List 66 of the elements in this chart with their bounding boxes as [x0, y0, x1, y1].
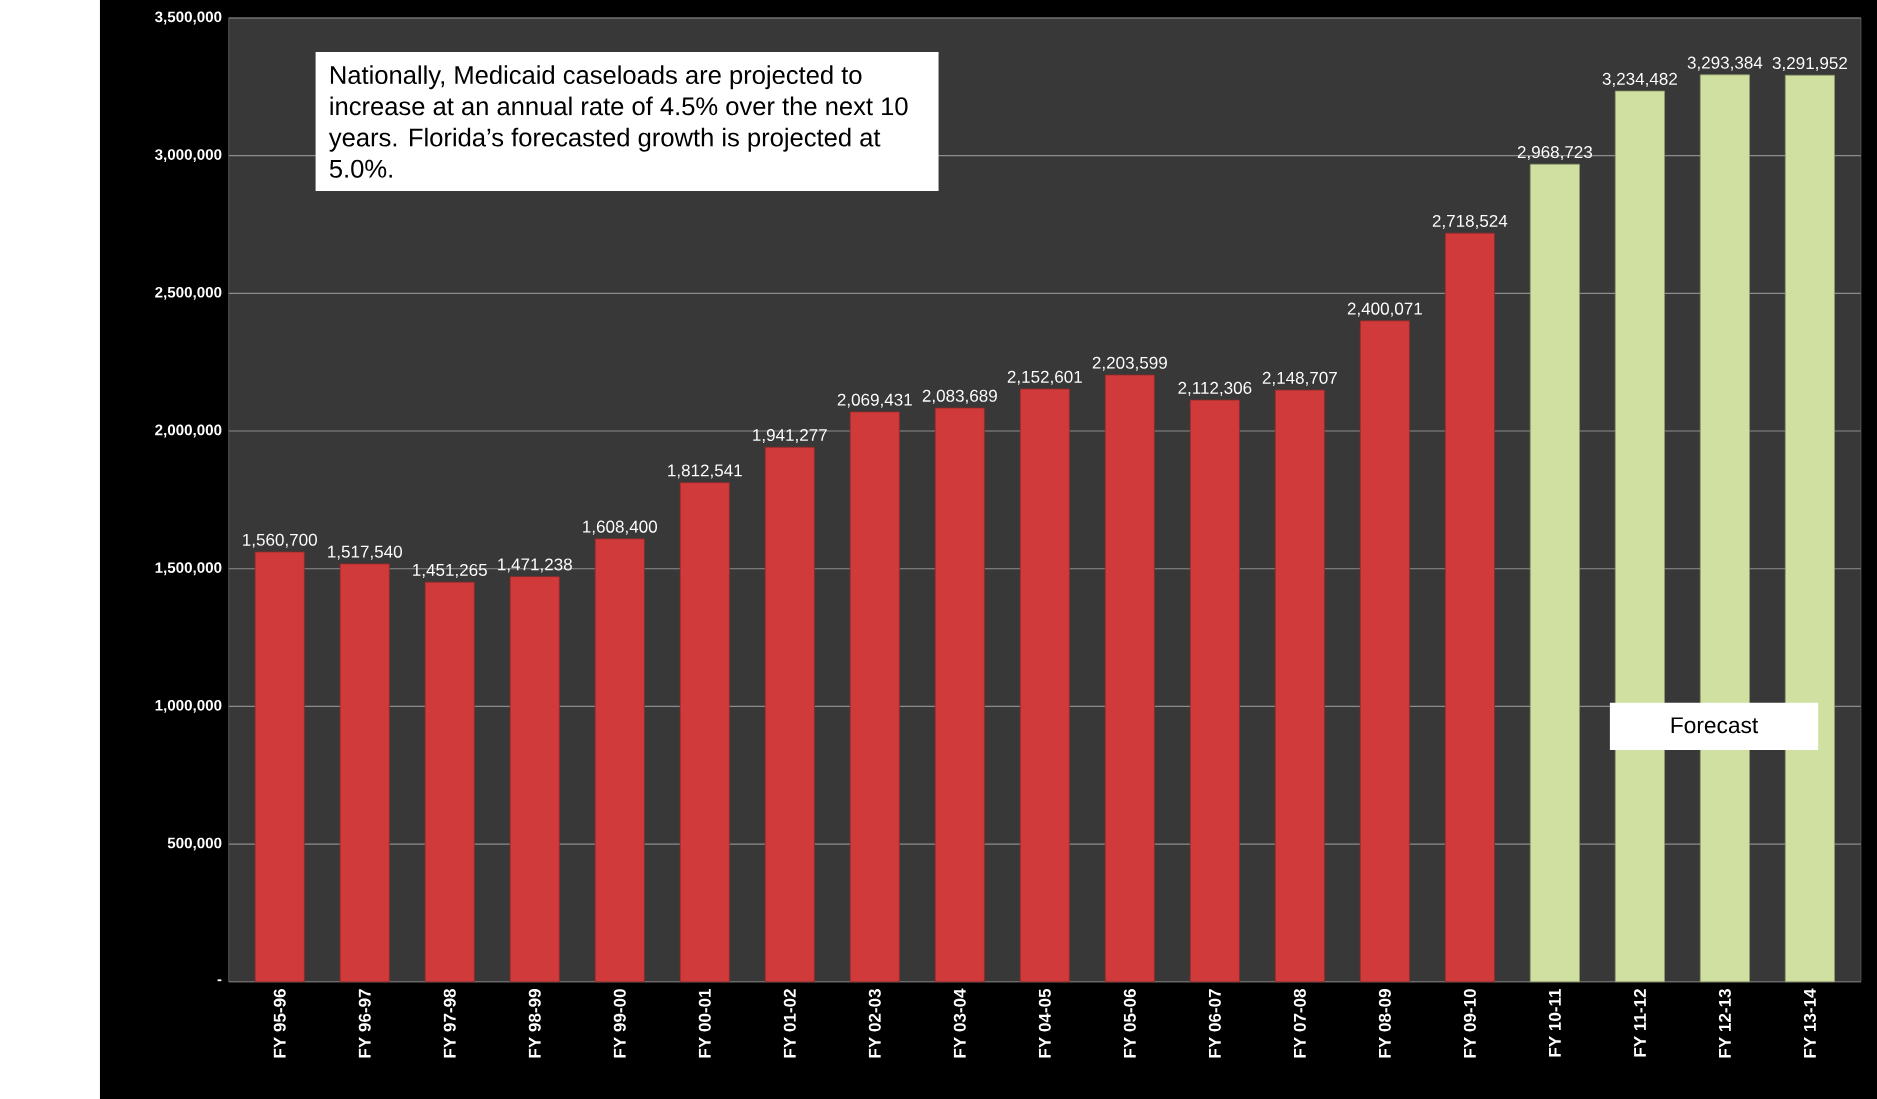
bar — [764, 446, 815, 983]
data-label: 2,083,689 — [922, 389, 997, 404]
x-tick-label: FY 09-10 — [1463, 989, 1476, 1058]
bar — [254, 551, 305, 983]
bar — [934, 407, 985, 983]
x-tick-label: FY 12-13 — [1718, 989, 1731, 1058]
data-label: 2,203,599 — [1092, 356, 1167, 371]
y-tick-label: 1,500,000 — [155, 562, 222, 576]
y-tick-label: 3,000,000 — [154, 149, 222, 163]
x-tick-label: FY 13-14 — [1803, 988, 1816, 1058]
y-tick-label: 2,000,000 — [155, 424, 222, 438]
x-tick-label: FY 03-04 — [953, 988, 966, 1058]
data-label: 1,517,540 — [328, 545, 402, 560]
bar — [1104, 374, 1155, 983]
data-label: 1,560,700 — [243, 533, 317, 548]
x-tick-label: FY 06-07 — [1208, 989, 1221, 1058]
data-label: 2,069,431 — [837, 393, 912, 408]
bar — [1444, 232, 1495, 983]
bar — [1019, 388, 1070, 983]
x-tick-label: FY 04-05 — [1038, 988, 1051, 1058]
x-tick-label: FY 07-08 — [1293, 988, 1306, 1058]
bar — [1529, 163, 1580, 983]
data-label: 2,968,723 — [1517, 145, 1593, 161]
y-tick-label: - — [217, 979, 222, 982]
x-tick-label: FY 02-03 — [868, 989, 881, 1058]
y-tick-label: 1,000,000 — [155, 699, 222, 713]
data-label: 1,941,277 — [753, 428, 827, 443]
annotation: Forecast — [1671, 717, 1759, 734]
x-tick-label: FY 96-97 — [358, 989, 371, 1058]
bar — [1784, 74, 1835, 983]
bar — [1614, 90, 1665, 983]
y-tick-label: 2,500,000 — [155, 286, 222, 300]
data-label: 1,608,400 — [583, 520, 658, 535]
x-tick-label: FY 97-98 — [443, 988, 456, 1058]
bar — [594, 538, 645, 983]
data-label: 2,400,071 — [1347, 302, 1422, 317]
bar — [849, 411, 900, 983]
data-label: 2,152,601 — [1007, 370, 1082, 385]
bar — [509, 576, 560, 983]
data-label: 3,291,952 — [1772, 56, 1847, 72]
data-label: 1,812,541 — [668, 464, 742, 479]
y-tick-label: 3,500,000 — [154, 11, 222, 25]
bar — [424, 581, 475, 983]
bar — [679, 482, 730, 983]
annotation: Nationally, Medicaid caseloads are projected to increase at an annual rate of 4.5% over the next 10 years. Florida’s forecasted growth is projected at 5.0%. — [328, 65, 908, 178]
x-tick-label: FY 98-99 — [528, 989, 541, 1058]
x-tick-label: FY 95-96 — [273, 989, 286, 1058]
data-label: 3,234,482 — [1602, 72, 1677, 87]
x-tick-label: FY 11-12 — [1633, 989, 1646, 1057]
bar — [339, 563, 390, 983]
data-label: 2,148,707 — [1262, 371, 1337, 386]
x-tick-label: FY 10-11 — [1548, 988, 1561, 1057]
x-tick-label: FY 05-06 — [1123, 989, 1136, 1058]
x-tick-label: FY 99-00 — [613, 989, 626, 1058]
x-tick-label: FY 01-02 — [783, 989, 796, 1058]
bar — [1274, 389, 1325, 983]
bar — [1189, 399, 1240, 983]
data-label: 2,718,524 — [1432, 214, 1508, 229]
x-tick-label: FY 00-01 — [698, 988, 711, 1058]
data-label: 1,471,238 — [498, 558, 572, 573]
data-label: 1,451,265 — [413, 563, 487, 578]
data-label: 3,293,384 — [1687, 56, 1763, 71]
bar — [1359, 320, 1410, 983]
data-label: 2,112,306 — [1178, 381, 1252, 396]
x-tick-label: FY 08-09 — [1378, 989, 1391, 1058]
y-tick-label: 500,000 — [167, 837, 222, 851]
